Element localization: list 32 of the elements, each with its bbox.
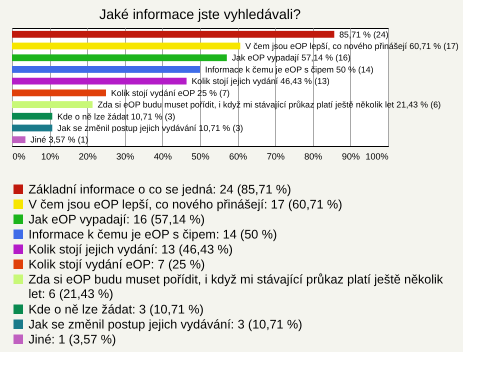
x-tick-label: 80% [304, 152, 322, 162]
data-label: Informace k čemu je eOP s čipem 50 % (14) [205, 64, 374, 74]
x-tick-label: 60% [229, 152, 248, 162]
data-label: Zda si eOP budu muset pořídit, i když mi stávající průkaz platí ještě několik let 21,43 % (6) [98, 100, 441, 110]
x-tick-label: 20% [78, 152, 97, 162]
legend-label: Jak eOP vypadají: 16 (57,14 %) [28, 212, 205, 226]
x-tick-label: 90% [342, 152, 360, 162]
legend-label: Jak se změnil postup jejich vydávání: 3 (10,71 %) [28, 317, 302, 332]
data-label: V čem jsou eOP lepší, co nového přinášejí 60,71 % (17) [245, 41, 459, 52]
data-label: Jak se změnil postup jejich vydávání 10,71 % (3) [57, 122, 244, 133]
legend-label: Základní informace o co se jedná: 24 (85,71 %) [28, 182, 292, 196]
x-tick-label: 30% [116, 152, 134, 162]
legend-label: Kolik stojí jejich vydání: 13 (46,43 %) [28, 242, 233, 256]
x-tick-label: 0% [12, 152, 26, 162]
x-tick-label: 50% [191, 152, 210, 162]
legend-label: Zda si eOP budu muset pořídit, i když mi stávající průkaz platí ještě několik let: 6 (21,43 %) [28, 272, 444, 301]
legend-label: Kolik stojí vydání eOP: 7 (25 %) [28, 257, 205, 272]
x-tick-label: 10% [41, 152, 60, 162]
data-label: 85,71 % (24) [339, 29, 389, 40]
legend-label: Informace k čemu je eOP s čipem: 14 (50 %) [28, 227, 277, 242]
data-label: Kde o ně lze žádat 10,71 % (3) [57, 111, 176, 122]
x-tick-label: 70% [266, 152, 285, 162]
x-tick-label: 40% [154, 152, 172, 162]
data-label: Jak eOP vypadají 57,14 % (16) [232, 52, 351, 63]
legend-label: Jiné: 1 (3,57 %) [28, 332, 116, 346]
data-label: Kolik stojí jejich vydání 46,43 % (13) [192, 76, 330, 86]
data-label: Kolik stojí vydání eOP 25 % (7) [111, 88, 230, 98]
legend-label: Kde o ně lze žádat: 3 (10,71 %) [28, 302, 204, 316]
legend-label: V čem jsou eOP lepší, co nového přinášejí: 17 (60,71 %) [28, 197, 342, 212]
x-tick-label: 100% [365, 152, 388, 162]
chart-title: Jaké informace jste vyhledávali? [99, 6, 301, 22]
data-label: Jiné 3,57 % (1) [30, 134, 88, 145]
